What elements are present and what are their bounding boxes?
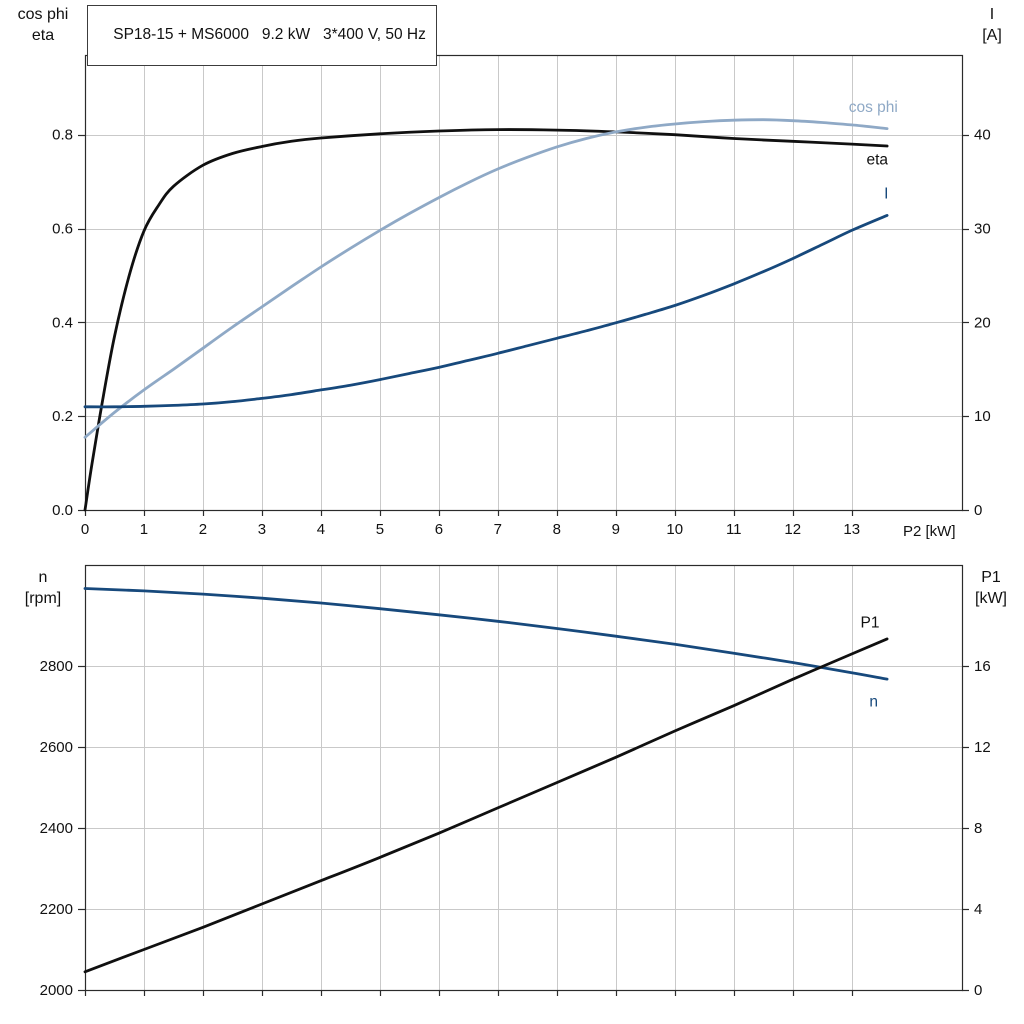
curve-label-eta: eta xyxy=(866,151,888,168)
x-axis-tick-label: 7 xyxy=(494,521,502,538)
current-axis-label: I xyxy=(989,6,995,23)
left-axis-tick-label: 2600 xyxy=(40,739,73,756)
x-axis-tick-label: 3 xyxy=(258,521,266,538)
x-axis-tick-label: 1 xyxy=(140,521,148,538)
x-axis-tick-label: 2 xyxy=(199,521,207,538)
right-axis-tick-label: 20 xyxy=(974,314,991,331)
x-axis-tick-label: 6 xyxy=(435,521,443,538)
right-axis-tick-label: 0 xyxy=(974,982,982,999)
p1-axis-label: P1 xyxy=(981,569,1001,586)
x-axis-tick-label: 4 xyxy=(317,521,325,538)
left-axis-tick-label: 2800 xyxy=(40,658,73,675)
right-axis-tick-label: 0 xyxy=(974,502,982,519)
cos-phi-curve xyxy=(83,118,889,439)
right-axis-tick-label: 8 xyxy=(974,820,982,837)
right-axis-tick-label: 12 xyxy=(974,739,991,756)
i-curve xyxy=(83,214,889,409)
left-axis-tick-label: 0.4 xyxy=(52,314,73,331)
right-axis-tick-label: 40 xyxy=(974,127,991,144)
curve-label-i: I xyxy=(884,186,888,203)
x-axis-tick-label: 13 xyxy=(843,521,860,538)
right-axis-tick-label: 4 xyxy=(974,901,982,918)
eta-axis-label: eta xyxy=(31,27,55,44)
x-axis-title: P2 [kW] xyxy=(903,523,956,540)
top-left-axis-title: cos phi eta xyxy=(4,4,82,46)
left-axis-tick-label: 0.0 xyxy=(52,502,73,519)
cos-phi-axis-label: cos phi xyxy=(17,6,69,23)
left-axis-tick-label: 0.8 xyxy=(52,127,73,144)
top-right-axis-title: I [A] xyxy=(964,4,1020,46)
chart-title-box: SP18-15 + MS6000 9.2 kW 3*400 V, 50 Hz xyxy=(87,5,437,66)
curve-label-p1: P1 xyxy=(861,615,880,632)
left-axis-tick-label: 0.2 xyxy=(52,408,73,425)
rpm-unit-label: [rpm] xyxy=(24,590,62,607)
curve-label-cos-phi: cos phi xyxy=(849,99,898,116)
ampere-unit-label: [A] xyxy=(982,27,1002,44)
x-axis-tick-label: 9 xyxy=(612,521,620,538)
speed-axis-label: n xyxy=(38,569,48,586)
kw-unit-label: [kW] xyxy=(975,590,1007,607)
right-axis-tick-label: 30 xyxy=(974,221,991,238)
right-axis-tick-label: 10 xyxy=(974,408,991,425)
bottom-right-axis-title: P1 [kW] xyxy=(962,567,1020,609)
x-axis-tick-label: 12 xyxy=(784,521,801,538)
left-axis-tick-label: 2400 xyxy=(40,820,73,837)
n-curve xyxy=(83,587,889,681)
x-axis-tick-label: 0 xyxy=(81,521,89,538)
x-axis-tick-label: 10 xyxy=(666,521,683,538)
plot-frame xyxy=(84,54,964,512)
x-axis-tick-label: 5 xyxy=(376,521,384,538)
x-axis-tick-label: 8 xyxy=(553,521,561,538)
p1-curve xyxy=(83,637,889,974)
chart-title: SP18-15 + MS6000 9.2 kW 3*400 V, 50 Hz xyxy=(113,26,426,43)
right-axis-tick-label: 16 xyxy=(974,658,991,675)
x-axis-tick-label: 11 xyxy=(726,521,742,538)
left-axis-tick-label: 2000 xyxy=(40,982,73,999)
eta-curve xyxy=(83,128,889,512)
left-axis-tick-label: 2200 xyxy=(40,901,73,918)
bottom-left-axis-title: n [rpm] xyxy=(4,567,82,609)
curve-label-n: n xyxy=(869,694,878,711)
plot-frame xyxy=(84,564,964,992)
left-axis-tick-label: 0.6 xyxy=(52,221,73,238)
